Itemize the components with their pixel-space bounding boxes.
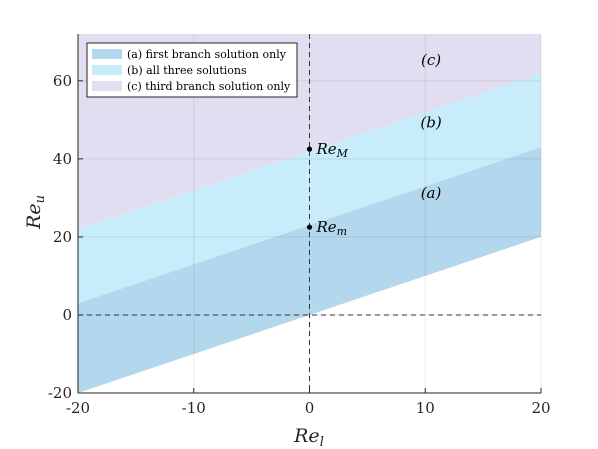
x-axis-label: Rel xyxy=(293,425,324,449)
region-tag-a: (a) xyxy=(421,184,442,202)
y-axis-ticks: -20 0 20 40 60 xyxy=(48,72,83,402)
x-tick-label: 0 xyxy=(305,399,315,417)
y-axis-label: Reu xyxy=(23,195,48,230)
region-tag-c: (c) xyxy=(421,51,441,69)
x-tick-label: -20 xyxy=(66,399,90,417)
x-tick-label: -10 xyxy=(182,399,206,417)
x-tick-label: 10 xyxy=(416,399,435,417)
y-tick-label: 60 xyxy=(53,72,72,90)
y-tick-label: -20 xyxy=(48,384,72,402)
y-tick-label: 20 xyxy=(53,228,72,246)
legend: (a) first branch solution only (b) all th… xyxy=(86,42,298,98)
legend-swatch-c xyxy=(92,81,122,91)
point-re-m xyxy=(306,224,313,230)
legend-swatch-a xyxy=(92,49,122,59)
region-tag-b: (b) xyxy=(420,114,441,132)
legend-swatch-b xyxy=(92,65,122,75)
point-re-m xyxy=(306,146,313,152)
y-tick-label: 40 xyxy=(53,150,72,168)
region-tags: (a) (b) (c) xyxy=(420,51,441,202)
y-tick-label: 0 xyxy=(62,306,72,324)
x-tick-label: 20 xyxy=(531,399,550,417)
legend-entry-a: (a) first branch solution only xyxy=(127,48,287,61)
reference-lines xyxy=(78,34,541,393)
x-axis-ticks: -20 -10 0 10 20 xyxy=(66,388,551,417)
point-label: Rem xyxy=(316,218,348,238)
legend-entry-b: (b) all three solutions xyxy=(127,64,247,77)
legend-entry-c: (c) third branch solution only xyxy=(127,80,291,93)
points: ReM Rem xyxy=(306,140,349,238)
point-label: ReM xyxy=(316,140,349,160)
